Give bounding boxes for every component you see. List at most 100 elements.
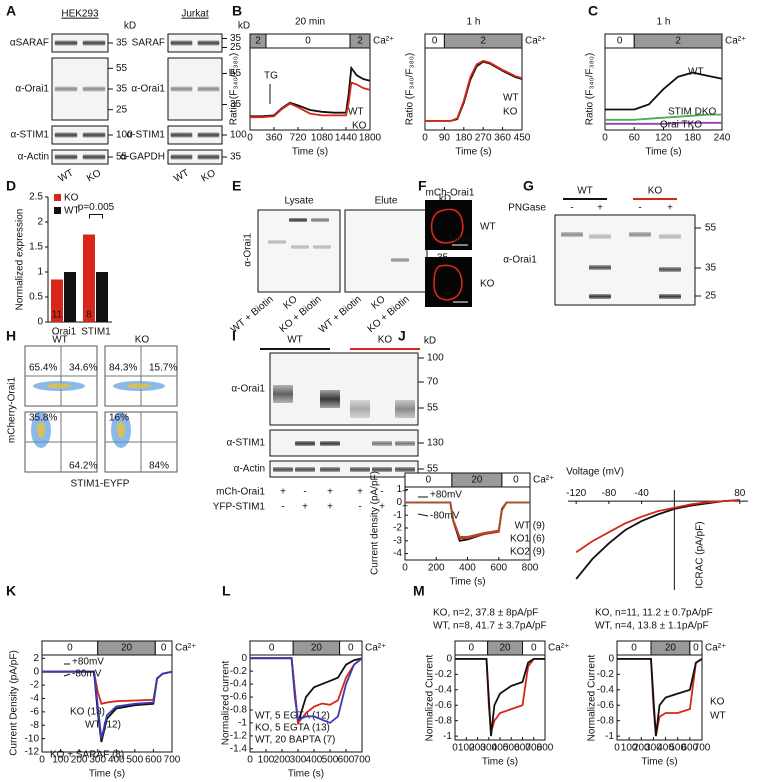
scale-label: 10μm bbox=[447, 234, 472, 245]
panel-label: M bbox=[413, 583, 425, 599]
x-tick-label: 600 bbox=[145, 755, 162, 766]
y-tick-label: -2 bbox=[30, 680, 39, 691]
x-axis-label: Time (s) bbox=[645, 147, 681, 158]
x-tick-label: -40 bbox=[634, 488, 649, 499]
legend-entry: WT (12) bbox=[85, 720, 121, 731]
y-tick-label: -4 bbox=[30, 693, 39, 704]
legend-entry: WT bbox=[64, 206, 80, 217]
ca-band-label: 0 bbox=[631, 643, 637, 654]
blot-band bbox=[170, 86, 193, 92]
blot-band bbox=[82, 86, 106, 92]
y-tick-label: -0.8 bbox=[230, 705, 248, 716]
legend-entry: Orai TKO bbox=[660, 120, 702, 131]
x-tick-label: 100 bbox=[458, 743, 475, 754]
series-line bbox=[617, 658, 703, 737]
x-tick-label: -80 bbox=[602, 488, 617, 499]
bar bbox=[64, 272, 76, 322]
blot-band bbox=[320, 441, 340, 446]
y-axis-label: ICRAC (pA/pF) bbox=[695, 521, 706, 588]
y-tick-label: 0 bbox=[37, 317, 43, 328]
quadrant-percent: 65.4% bbox=[29, 363, 57, 374]
plot-frame bbox=[249, 47, 371, 131]
x-axis-label: Time (s) bbox=[482, 757, 518, 768]
condition-sign: + bbox=[379, 502, 385, 513]
x-tick-label: 500 bbox=[322, 755, 339, 766]
blot-band bbox=[589, 234, 611, 239]
cell-outline bbox=[430, 208, 464, 244]
ca-band-label: 0 bbox=[426, 475, 432, 486]
blot-band bbox=[273, 467, 293, 472]
series-line bbox=[42, 670, 173, 705]
legend-entry: WT, 5 EGTA (12) bbox=[255, 711, 330, 722]
marker-label: 35 bbox=[230, 152, 242, 163]
y-tick-label: -1.4 bbox=[230, 743, 248, 754]
x-tick-label: 400 bbox=[657, 743, 674, 754]
ca-band bbox=[154, 640, 173, 656]
group-label: KO bbox=[378, 335, 393, 346]
x-axis-label: Time (s) bbox=[449, 577, 485, 588]
marker-label: 100 bbox=[116, 130, 133, 141]
blot-band bbox=[659, 267, 681, 272]
row-label: α-STIM1 bbox=[226, 438, 265, 449]
blot-panel bbox=[269, 429, 419, 457]
marker-label: 55 bbox=[427, 403, 439, 414]
marker-label: 25 bbox=[705, 291, 717, 302]
blot-band bbox=[170, 40, 193, 46]
y-tick-label: -0.4 bbox=[230, 679, 248, 690]
legend-entry: KO (13) bbox=[70, 707, 105, 718]
blot-band bbox=[268, 240, 286, 244]
blot-band bbox=[311, 218, 329, 222]
ca-label: Ca²⁺ bbox=[725, 36, 746, 47]
y-tick-label: 0 bbox=[241, 653, 247, 664]
legend-swatch bbox=[54, 194, 61, 201]
ca-label: Ca²⁺ bbox=[533, 475, 554, 486]
image-title: mCh-Orai1 bbox=[426, 188, 475, 199]
cell-cloud-core bbox=[117, 422, 125, 438]
x-tick-label: 700 bbox=[354, 755, 371, 766]
plot-title: WT bbox=[52, 335, 68, 346]
condition-sign: - bbox=[380, 487, 383, 498]
blot-band bbox=[197, 154, 220, 160]
bar bbox=[96, 272, 108, 322]
panel-label: C bbox=[588, 3, 598, 19]
y-axis-label: Normalized Current bbox=[425, 654, 436, 741]
ca-band-label: 20 bbox=[665, 643, 677, 654]
ca-label: Ca²⁺ bbox=[373, 36, 394, 47]
y-tick-label: 0 bbox=[33, 666, 39, 677]
annotation: p=0.005 bbox=[78, 202, 115, 213]
series-line bbox=[605, 121, 722, 125]
blot-band bbox=[313, 245, 331, 249]
series-line bbox=[405, 501, 530, 538]
lane-label: + bbox=[667, 203, 673, 214]
y-axis-label: Ratio (F₃₄₀/F₃₈₀) bbox=[585, 53, 596, 125]
x-tick-label: 80 bbox=[734, 488, 746, 499]
x-tick-label: 0 bbox=[452, 743, 458, 754]
blot-band bbox=[197, 132, 220, 138]
plot-frame bbox=[424, 47, 523, 131]
row-label: α-Orai1 bbox=[131, 84, 165, 95]
y-tick-label: -0.2 bbox=[230, 666, 248, 677]
series-line bbox=[42, 670, 173, 743]
condition-sign: - bbox=[281, 502, 284, 513]
marker-label: 35 bbox=[230, 33, 242, 44]
annotation: -80mV bbox=[72, 669, 102, 680]
y-axis-label: Current Density (pA/pF) bbox=[9, 650, 20, 756]
y-tick-label: -0.8 bbox=[435, 715, 453, 726]
blot-band bbox=[395, 400, 415, 418]
annotation: TG bbox=[264, 71, 278, 82]
x-tick-label: 400 bbox=[108, 755, 125, 766]
row-label: α-STIM1 bbox=[10, 130, 49, 141]
row-label: α-STIM1 bbox=[126, 130, 165, 141]
treatment-label: PNGase bbox=[508, 203, 546, 214]
x-tick-label: 800 bbox=[522, 563, 539, 574]
lane-label: KO bbox=[200, 168, 218, 185]
ca-band-label: 2 bbox=[255, 36, 261, 47]
panel-label: A bbox=[6, 3, 16, 19]
blot-band bbox=[561, 232, 583, 237]
ca-band-label: 20 bbox=[311, 643, 323, 654]
y-tick-label: -4 bbox=[393, 548, 402, 559]
y-axis-label: Ratio (F₃₄₀/F₃₈₀) bbox=[229, 53, 240, 125]
y-tick-label: 1 bbox=[37, 267, 43, 278]
